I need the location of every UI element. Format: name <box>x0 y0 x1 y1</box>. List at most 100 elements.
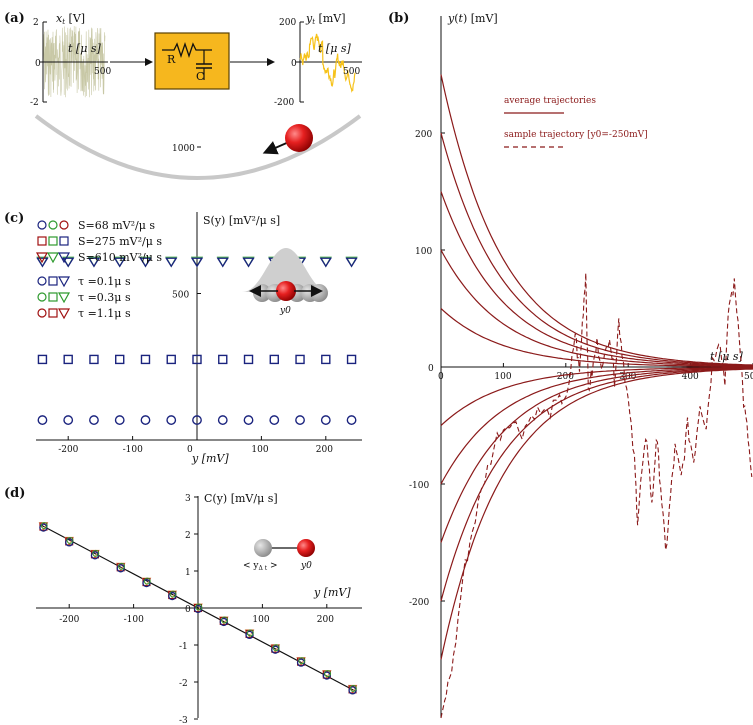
d-x-tick-label: 200 <box>317 615 334 625</box>
legend-triangle-icon <box>59 293 69 302</box>
d-y-tick-label: -2 <box>179 679 188 689</box>
c-point-circle <box>141 416 149 424</box>
output-plot: 200 0 -200 500 yt [mV] t [μ s] <box>274 12 362 108</box>
legend-square-icon <box>60 237 68 245</box>
d-y-tick-label: -3 <box>179 716 188 725</box>
panel-c-label: (c) <box>4 211 24 226</box>
c-point-circle <box>322 416 330 424</box>
c-point-triangle <box>63 258 73 266</box>
c-point-circle <box>116 416 124 424</box>
c-x-tick-label: 0 <box>187 445 193 455</box>
c-point-circle <box>219 416 227 424</box>
x-tick-bottom: -2 <box>30 98 39 108</box>
c-point-square <box>322 355 330 363</box>
c-point-triangle <box>244 258 254 266</box>
d-y-tick-label: 0 <box>185 605 191 615</box>
panel-d: (d) C(y) [mV/μ s] y [mV] 3 2 1 0 -1 -2 -3 -200 -… <box>4 486 362 725</box>
c-ball-icon <box>276 281 296 301</box>
panel-d-label: (d) <box>4 486 25 501</box>
c-point-triangle <box>218 258 228 266</box>
c-legend-label: τ =0.3μ s <box>78 291 131 304</box>
c-legend-label: τ =0.1μ s <box>78 275 131 288</box>
legend-square-icon <box>38 237 46 245</box>
d-grey-ball-icon <box>254 539 272 557</box>
d-xlabel: y [mV] <box>313 586 351 599</box>
c-point-circle <box>270 416 278 424</box>
b-x-tick-label: 200 <box>557 372 574 382</box>
b-legend-avg: average trajectories <box>504 96 596 106</box>
ball-icon <box>285 124 313 152</box>
d-inset: < yΔ t > y0 <box>243 539 315 572</box>
c-y-tick-label: 1000 <box>172 144 195 154</box>
legend-triangle-icon <box>59 277 69 286</box>
input-time-label: t [μ s] <box>68 42 101 55</box>
y-tick-zero: 0 <box>291 59 297 69</box>
b-x-tick-label: 500 <box>744 372 753 382</box>
c-point-circle <box>90 416 98 424</box>
d-red-ball-icon <box>297 539 315 557</box>
c-x-tick-label: -100 <box>123 445 143 455</box>
c-point-square <box>38 355 46 363</box>
yt-label: yt [mV] <box>305 12 346 26</box>
c-point-square <box>167 355 175 363</box>
legend-square-icon <box>49 237 57 245</box>
c-inset-label: y0 <box>279 306 291 316</box>
b-y-tick-label: 200 <box>415 130 432 140</box>
legend-circle-icon <box>49 221 57 229</box>
d-y-tick-label: 3 <box>185 494 191 504</box>
c-point-square <box>90 355 98 363</box>
rc-filter-block: R C <box>155 33 229 89</box>
c-point-square <box>141 355 149 363</box>
d-inset-left: < yΔ t > <box>243 561 278 572</box>
resistor-label: R <box>167 53 176 66</box>
legend-square-icon <box>49 309 57 317</box>
c-point-circle <box>38 416 46 424</box>
d-y-tick-label: 2 <box>185 531 191 541</box>
legend-circle-icon <box>60 221 68 229</box>
b-y-tick-label: 0 <box>428 364 434 374</box>
b-y-tick-label: -100 <box>409 481 429 491</box>
c-point-square <box>296 355 304 363</box>
b-y-tick-label: -200 <box>409 598 429 608</box>
c-point-circle <box>64 416 72 424</box>
b-average-trajectory <box>441 369 753 660</box>
legend-square-icon <box>49 293 57 301</box>
output-time-label: t [μ s] <box>318 42 351 55</box>
c-point-square <box>219 355 227 363</box>
c-point-square <box>270 355 278 363</box>
c-point-circle <box>167 416 175 424</box>
c-ylabel: S(y) [mV²/μ s] <box>203 214 280 227</box>
xt-label: xt [V] <box>56 12 85 26</box>
c-x-tick-label: 200 <box>316 445 333 455</box>
d-y-tick-label: 1 <box>185 568 191 578</box>
b-average-trajectory <box>441 250 753 366</box>
legend-triangle-icon <box>59 309 69 318</box>
b-ylabel: y(t) [mV] <box>447 12 498 25</box>
c-legend-label: S=610 mV²/μ s <box>78 251 162 264</box>
b-x-tick-label: 0 <box>438 372 444 382</box>
c-point-circle <box>347 416 355 424</box>
legend-triangle-icon <box>48 253 58 262</box>
b-average-trajectory <box>441 369 753 601</box>
c-point-circle <box>296 416 304 424</box>
legend-circle-icon <box>38 277 46 285</box>
d-x-tick-label: 100 <box>252 615 269 625</box>
b-average-trajectory <box>441 133 753 365</box>
panel-b-label: (b) <box>388 11 409 26</box>
c-point-square <box>348 355 356 363</box>
b-legend-sample: sample trajectory [y0=-250mV] <box>504 130 648 140</box>
c-x-tick-label: 100 <box>251 445 268 455</box>
d-y-tick-label: -1 <box>179 642 188 652</box>
panel-c: (c) S(y) [mV²/μ s] y [mV] 1000500-200 -10… <box>4 144 362 465</box>
c-x-tick-label: -200 <box>58 445 78 455</box>
x-tick-end: 500 <box>94 67 111 77</box>
d-x-tick-label: -100 <box>124 615 144 625</box>
d-inset-right: y0 <box>300 561 312 571</box>
c-point-triangle <box>166 258 176 266</box>
c-y-tick-label: 500 <box>172 291 189 301</box>
c-inset-diffusion: y0 <box>242 248 330 316</box>
c-point-circle <box>244 416 252 424</box>
c-point-square <box>245 355 253 363</box>
panel-b: (b) y(t) [mV] 2001000-100-2000 100 200 300 4… <box>388 11 753 718</box>
